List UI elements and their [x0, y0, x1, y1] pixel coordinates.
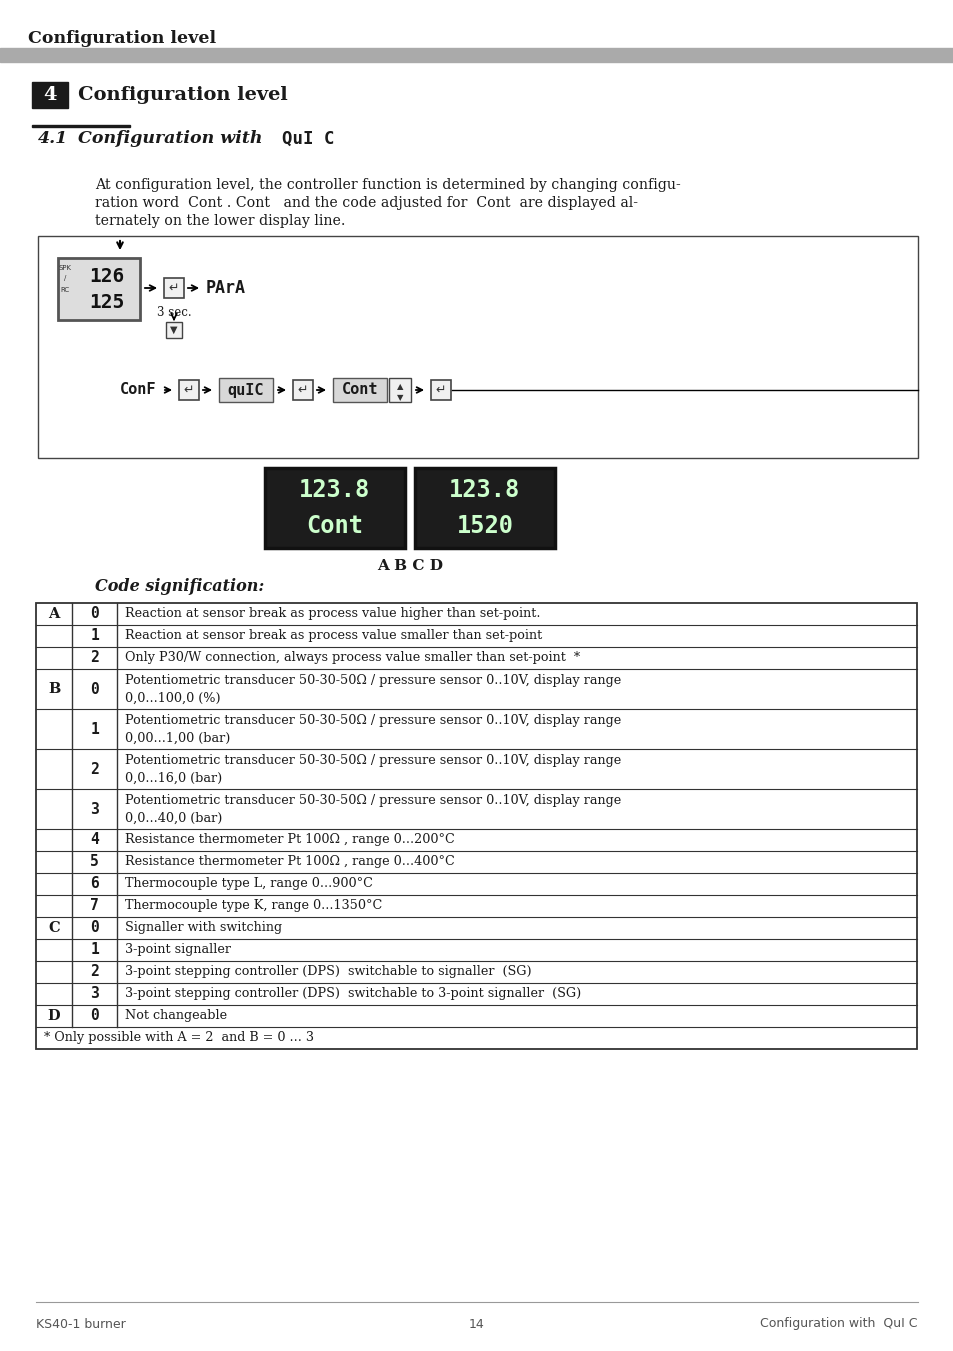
Text: Configuration with  QuI C: Configuration with QuI C — [760, 1317, 917, 1331]
Bar — [431, 380, 451, 400]
Text: 3-point stepping controller (DPS)  switchable to 3-point signaller  (SG): 3-point stepping controller (DPS) switch… — [125, 988, 580, 1001]
Text: 1: 1 — [90, 721, 99, 736]
Text: ternately on the lower display line.: ternately on the lower display line. — [95, 213, 345, 228]
Text: 0: 0 — [90, 1008, 99, 1024]
Text: 3-point stepping controller (DPS)  switchable to signaller  (SG): 3-point stepping controller (DPS) switch… — [125, 966, 531, 978]
Text: 123.8: 123.8 — [449, 478, 520, 503]
Text: 7: 7 — [90, 898, 99, 913]
Text: PArA: PArA — [206, 280, 246, 297]
Bar — [179, 380, 199, 400]
Text: 3-point signaller: 3-point signaller — [125, 943, 231, 957]
Bar — [166, 322, 182, 338]
Text: RC: RC — [60, 286, 70, 293]
Text: ▲: ▲ — [396, 382, 403, 392]
Text: Code signification:: Code signification: — [95, 578, 264, 594]
Text: Potentiometric transducer 50-30-50Ω / pressure sensor 0..10V, display range: Potentiometric transducer 50-30-50Ω / pr… — [125, 793, 620, 807]
Text: SPK: SPK — [58, 265, 71, 272]
Text: ↵: ↵ — [184, 384, 194, 396]
Text: 2: 2 — [90, 650, 99, 666]
Text: Potentiometric transducer 50-30-50Ω / pressure sensor 0..10V, display range: Potentiometric transducer 50-30-50Ω / pr… — [125, 754, 620, 767]
Text: 3: 3 — [90, 986, 99, 1001]
Text: Cont: Cont — [306, 513, 363, 538]
Text: 2: 2 — [90, 762, 99, 777]
Text: Cont: Cont — [341, 382, 377, 397]
Text: KS40-1 burner: KS40-1 burner — [36, 1317, 126, 1331]
Text: 4: 4 — [43, 86, 56, 104]
Bar — [164, 278, 184, 299]
Text: Thermocouple type K, range 0...1350°C: Thermocouple type K, range 0...1350°C — [125, 900, 382, 912]
Text: 2: 2 — [90, 965, 99, 979]
Text: 1: 1 — [90, 943, 99, 958]
Text: 125: 125 — [90, 293, 125, 312]
Text: 6: 6 — [90, 877, 99, 892]
Bar — [32, 82, 68, 108]
Text: 0: 0 — [90, 920, 99, 935]
Text: Reaction at sensor break as process value smaller than set-point: Reaction at sensor break as process valu… — [125, 630, 541, 643]
Bar — [38, 236, 917, 458]
Bar — [32, 126, 130, 127]
Text: C: C — [49, 921, 60, 935]
Text: ↵: ↵ — [436, 384, 446, 396]
Text: Thermocouple type L, range 0...900°C: Thermocouple type L, range 0...900°C — [125, 878, 373, 890]
Text: D: D — [48, 1009, 60, 1023]
Bar — [415, 467, 555, 549]
Text: * Only possible with A = 2  and B = 0 ... 3: * Only possible with A = 2 and B = 0 ...… — [44, 1032, 314, 1044]
Bar — [0, 49, 953, 62]
Text: Resistance thermometer Pt 100Ω , range 0...400°C: Resistance thermometer Pt 100Ω , range 0… — [125, 855, 455, 869]
Text: Configuration with: Configuration with — [78, 130, 262, 147]
Text: Resistance thermometer Pt 100Ω , range 0...200°C: Resistance thermometer Pt 100Ω , range 0… — [125, 834, 455, 847]
Text: B: B — [48, 682, 60, 696]
Text: Only P30/W connection, always process value smaller than set-point  *: Only P30/W connection, always process va… — [125, 651, 579, 665]
Text: Configuration level: Configuration level — [78, 86, 288, 104]
Text: 4: 4 — [90, 832, 99, 847]
Text: ConF: ConF — [120, 382, 156, 397]
Text: Not changeable: Not changeable — [125, 1009, 227, 1023]
Text: 5: 5 — [90, 854, 99, 870]
Text: 4.1: 4.1 — [38, 130, 69, 147]
Text: ▼: ▼ — [396, 393, 403, 403]
Text: 1520: 1520 — [456, 513, 513, 538]
Text: 14: 14 — [469, 1317, 484, 1331]
Text: 0: 0 — [90, 681, 99, 697]
Text: A: A — [49, 607, 60, 621]
Text: 1: 1 — [90, 628, 99, 643]
Text: ↵: ↵ — [169, 281, 179, 295]
Bar — [293, 380, 313, 400]
Text: 0,0...40,0 (bar): 0,0...40,0 (bar) — [125, 812, 222, 824]
Text: A B C D: A B C D — [376, 559, 442, 573]
Text: Potentiometric transducer 50-30-50Ω / pressure sensor 0..10V, display range: Potentiometric transducer 50-30-50Ω / pr… — [125, 674, 620, 686]
Text: 3: 3 — [90, 801, 99, 816]
Text: 0,00...1,00 (bar): 0,00...1,00 (bar) — [125, 731, 230, 744]
Text: /: / — [64, 276, 66, 281]
Text: 126: 126 — [90, 266, 125, 285]
Text: quIC: quIC — [228, 382, 264, 397]
Text: ▼: ▼ — [170, 326, 177, 335]
Text: 3 sec.: 3 sec. — [156, 305, 192, 319]
Bar — [36, 603, 916, 1048]
Text: 0: 0 — [90, 607, 99, 621]
Text: Potentiometric transducer 50-30-50Ω / pressure sensor 0..10V, display range: Potentiometric transducer 50-30-50Ω / pr… — [125, 713, 620, 727]
Text: 0,0...16,0 (bar): 0,0...16,0 (bar) — [125, 771, 222, 785]
Text: 123.8: 123.8 — [299, 478, 370, 503]
Text: QuI C: QuI C — [282, 130, 335, 149]
Text: 0,0...100,0 (%): 0,0...100,0 (%) — [125, 692, 220, 704]
Bar — [265, 467, 405, 549]
Text: ↵: ↵ — [297, 384, 308, 396]
Bar — [58, 258, 140, 320]
Bar — [219, 378, 273, 403]
Text: Configuration level: Configuration level — [28, 30, 216, 47]
Text: At configuration level, the controller function is determined by changing config: At configuration level, the controller f… — [95, 178, 680, 192]
Bar — [333, 378, 387, 403]
Text: Signaller with switching: Signaller with switching — [125, 921, 282, 935]
Text: Reaction at sensor break as process value higher than set-point.: Reaction at sensor break as process valu… — [125, 608, 540, 620]
Text: ration word  Cont . Cont   and the code adjusted for  Cont  are displayed al-: ration word Cont . Cont and the code adj… — [95, 196, 638, 209]
Bar — [389, 378, 411, 403]
